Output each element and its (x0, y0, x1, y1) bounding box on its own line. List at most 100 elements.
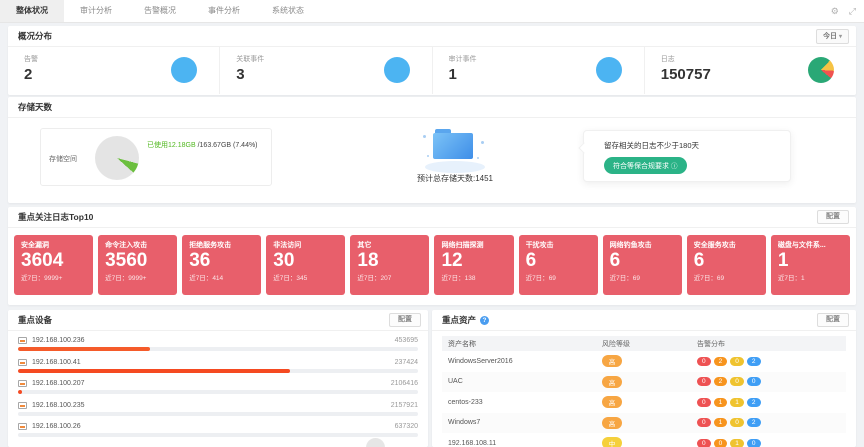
log-card[interactable]: 干扰攻击 6 近7日：69 (518, 235, 598, 295)
device-ip: 192.168.100.207 (32, 380, 85, 387)
tab-audit-analysis[interactable]: 审计分析 (80, 6, 112, 15)
log-card-value: 6 (693, 250, 705, 271)
log-card[interactable]: 磁盘与文件系... 1 近7日：1 (770, 235, 850, 295)
chevron-down-icon: ▾ (838, 34, 842, 40)
compliance-badge-label: 符合等保合规要求 (613, 163, 669, 170)
log-card[interactable]: 网络扫描探测 12 近7日：138 (434, 235, 514, 295)
log-card-name: 安全漏洞 (21, 242, 49, 249)
overview-title: 概况分布 (18, 31, 53, 41)
alert-badge-low: 0 (746, 438, 761, 447)
assets-config-button[interactable]: 配置 (817, 313, 849, 327)
stat-logs[interactable]: 日志 150757 (645, 47, 856, 94)
assets-title-row: 重点资产? 配置 (432, 310, 856, 331)
tab-overall-status[interactable]: 整体状况 (0, 0, 64, 22)
log-card-value: 1 (777, 250, 789, 271)
alert-badge-high: 2 (713, 377, 728, 387)
log-card-recent: 近7日：345 (273, 274, 308, 282)
alert-badge-medium: 0 (730, 418, 744, 428)
log-card-value: 30 (273, 250, 295, 271)
compliance-notice-text: 留存相关的日志不少于180天 (604, 141, 700, 150)
log-card-value: 6 (525, 250, 537, 271)
device-row[interactable]: 192.168.100.235 2157921 (18, 399, 418, 421)
log-card-recent: 近7日：69 (609, 274, 641, 282)
alert-badge-low: 0 (746, 377, 761, 387)
host-icon (18, 337, 27, 344)
date-range-dropdown[interactable]: 今日 ▾ (815, 29, 849, 44)
stat-alerts-value: 2 (24, 66, 33, 83)
device-bar-track (18, 411, 418, 416)
asset-name: UAC (448, 378, 463, 386)
asset-name: WindowsServer2016 (448, 357, 513, 365)
log-card[interactable]: 网络钓鱼攻击 6 近7日：69 (602, 235, 682, 295)
log-card-value: 18 (357, 250, 379, 271)
sparkle-dot (427, 155, 429, 157)
tab-event-analysis[interactable]: 事件分析 (208, 6, 240, 15)
log-card[interactable]: 命令注入攻击 3560 近7日：9999+ (98, 235, 178, 295)
help-icon[interactable]: ? (480, 316, 490, 325)
folder-shadow (425, 161, 485, 173)
log-card[interactable]: 其它 18 近7日：207 (350, 235, 430, 295)
alert-badge-critical: 0 (697, 418, 711, 428)
storage-total-text: /163.67GB (7.44%) (197, 142, 258, 149)
compliance-badge[interactable]: 符合等保合规要求 ⓘ (604, 157, 687, 174)
log-card-name: 拒绝服务攻击 (189, 242, 232, 249)
log-card-value: 12 (441, 250, 463, 271)
storage-title-row: 存储天数 (8, 97, 856, 118)
window-action-icons: ⚙ ⤢ (831, 0, 856, 22)
log-card-name: 网络钓鱼攻击 (609, 242, 652, 249)
log-card[interactable]: 拒绝服务攻击 36 近7日：414 (182, 235, 262, 295)
log-card-name: 其它 (357, 242, 372, 249)
device-ip: 192.168.100.26 (32, 423, 81, 430)
alert-badge-high: 2 (713, 356, 728, 366)
top-logs-title-row: 重点关注日志Top10 配置 (8, 207, 856, 228)
stat-correlated-events-label: 关联事件 (236, 56, 265, 63)
risk-badge: 高 (602, 375, 622, 388)
stat-audit-events[interactable]: 审计事件 1 (433, 47, 645, 94)
stat-logs-label: 日志 (660, 56, 675, 63)
col-risk-level: 风险等级 (602, 340, 630, 348)
info-icon: ⓘ (671, 163, 678, 170)
tab-system-status[interactable]: 系统状态 (272, 6, 304, 15)
alert-badges: 0 1 0 2 (697, 418, 846, 428)
col-alert-distribution: 告警分布 (697, 340, 725, 348)
asset-row[interactable]: WindowsServer2016 高 0 2 0 2 (442, 351, 846, 372)
log-card-recent: 近7日：69 (693, 274, 725, 282)
device-count: 237424 (394, 358, 418, 366)
sparkle-dot (481, 141, 484, 144)
assets-table: 资产名称 风险等级 告警分布 WindowsServer2016 高 0 2 0… (442, 336, 846, 447)
stat-audit-events-value: 1 (448, 66, 457, 83)
log-card[interactable]: 非法访问 30 近7日：345 (266, 235, 346, 295)
alerts-circle-icon (171, 57, 198, 83)
stat-correlated-events[interactable]: 关联事件 3 (220, 47, 433, 94)
asset-row[interactable]: 192.168.108.11 中 0 0 1 0 (442, 433, 846, 447)
assets-table-header: 资产名称 风险等级 告警分布 (442, 336, 846, 351)
tab-alert-overview[interactable]: 告警概况 (144, 6, 176, 15)
overview-stats-row: 告警 2 关联事件 3 审计事件 1 日志 150757 (8, 47, 856, 94)
alert-badge-low: 2 (746, 356, 761, 366)
device-row[interactable]: 192.168.100.207 2106416 (18, 377, 418, 399)
device-bar-track (18, 390, 418, 394)
devices-config-button[interactable]: 配置 (389, 313, 421, 327)
device-row[interactable]: 192.168.100.236 453695 (18, 334, 418, 356)
asset-row[interactable]: UAC 高 0 2 0 0 (442, 371, 846, 392)
log-card[interactable]: 安全漏洞 3604 近7日：9999+ (14, 235, 94, 295)
gear-icon[interactable]: ⚙ (830, 5, 839, 16)
top-logs-config-button[interactable]: 配置 (817, 210, 849, 224)
alert-badge-low: 2 (746, 397, 761, 407)
asset-row[interactable]: centos-233 高 0 1 1 2 (442, 392, 846, 413)
device-bar-fill (18, 347, 150, 351)
fullscreen-icon[interactable]: ⤢ (848, 5, 856, 16)
log-card-recent: 近7日：414 (189, 274, 224, 282)
log-card[interactable]: 安全服务攻击 6 近7日：69 (686, 235, 766, 295)
storage-usage-text: 已使用12.18GB /163.67GB (7.44%) (147, 140, 258, 150)
date-range-value: 今日 (822, 33, 837, 40)
host-icon (18, 401, 27, 409)
device-row[interactable]: 192.168.100.41 237424 (18, 356, 418, 378)
devices-list: 192.168.100.236 453695 192.168.100.41 2374… (8, 331, 428, 442)
asset-row[interactable]: Windows7 高 0 1 0 2 (442, 412, 846, 433)
device-bar-fill (18, 390, 22, 394)
stat-alerts[interactable]: 告警 2 (8, 47, 221, 94)
device-row[interactable]: 192.168.100.26 637320 (18, 420, 418, 442)
log-card-value: 6 (609, 250, 621, 271)
key-devices-section: 重点设备 配置 192.168.100.236 453695 192.168.10… (8, 310, 428, 447)
